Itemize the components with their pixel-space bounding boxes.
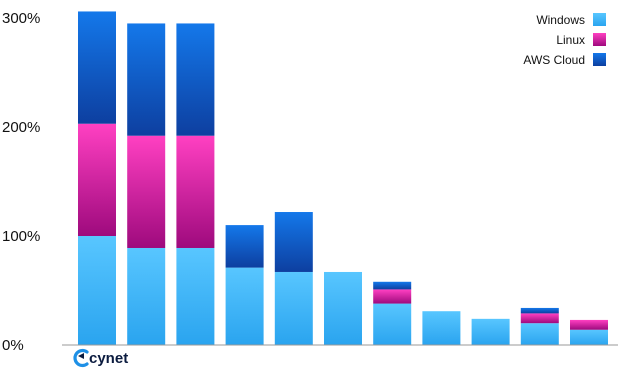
bar-segment-windows <box>225 267 264 345</box>
legend-label: Linux <box>556 33 585 47</box>
cynet-logo: cynet <box>73 348 128 368</box>
bar-segment-windows <box>324 271 362 345</box>
bar-segment-linux <box>78 123 116 236</box>
legend-swatch <box>593 33 606 46</box>
bar-segment-linux <box>373 289 412 304</box>
legend: Windows Linux AWS Cloud <box>523 13 606 67</box>
logo-text: cynet <box>89 350 128 367</box>
bar-segment-aws-cloud <box>274 212 313 272</box>
legend-label: Windows <box>536 13 585 27</box>
bar-segment-aws-cloud <box>520 307 559 314</box>
legend-label: AWS Cloud <box>523 53 585 67</box>
bar-segment-windows <box>274 271 313 345</box>
bar-segment-aws-cloud <box>225 225 264 268</box>
y-tick-label: 200% <box>2 119 40 136</box>
bar-segment-aws-cloud <box>176 23 215 136</box>
bar-segment-windows <box>176 247 215 345</box>
bar-segment-windows <box>520 323 559 345</box>
bar-segment-aws-cloud <box>78 11 116 124</box>
bar-segment-windows <box>373 303 412 345</box>
bars-group <box>78 11 608 345</box>
bar-segment-aws-cloud <box>127 23 166 136</box>
bar-segment-windows <box>471 318 510 345</box>
cynet-logo-icon <box>73 348 89 368</box>
legend-swatch <box>593 53 606 66</box>
bar-segment-windows <box>78 236 116 345</box>
y-tick-label: 0% <box>2 337 24 354</box>
bar-segment-linux <box>176 135 215 248</box>
bar-segment-linux <box>127 135 166 248</box>
bar-segment-windows <box>127 247 166 345</box>
bar-segment-linux <box>570 319 608 330</box>
bar-segment-aws-cloud <box>373 281 412 290</box>
y-tick-label: 300% <box>2 10 40 27</box>
legend-swatch <box>593 13 606 26</box>
bar-segment-windows <box>570 329 608 345</box>
bar-segment-linux <box>520 313 559 324</box>
bar-segment-windows <box>422 311 461 345</box>
y-axis: 0% 100% 200% 300% <box>2 10 40 354</box>
y-tick-label: 100% <box>2 228 40 245</box>
